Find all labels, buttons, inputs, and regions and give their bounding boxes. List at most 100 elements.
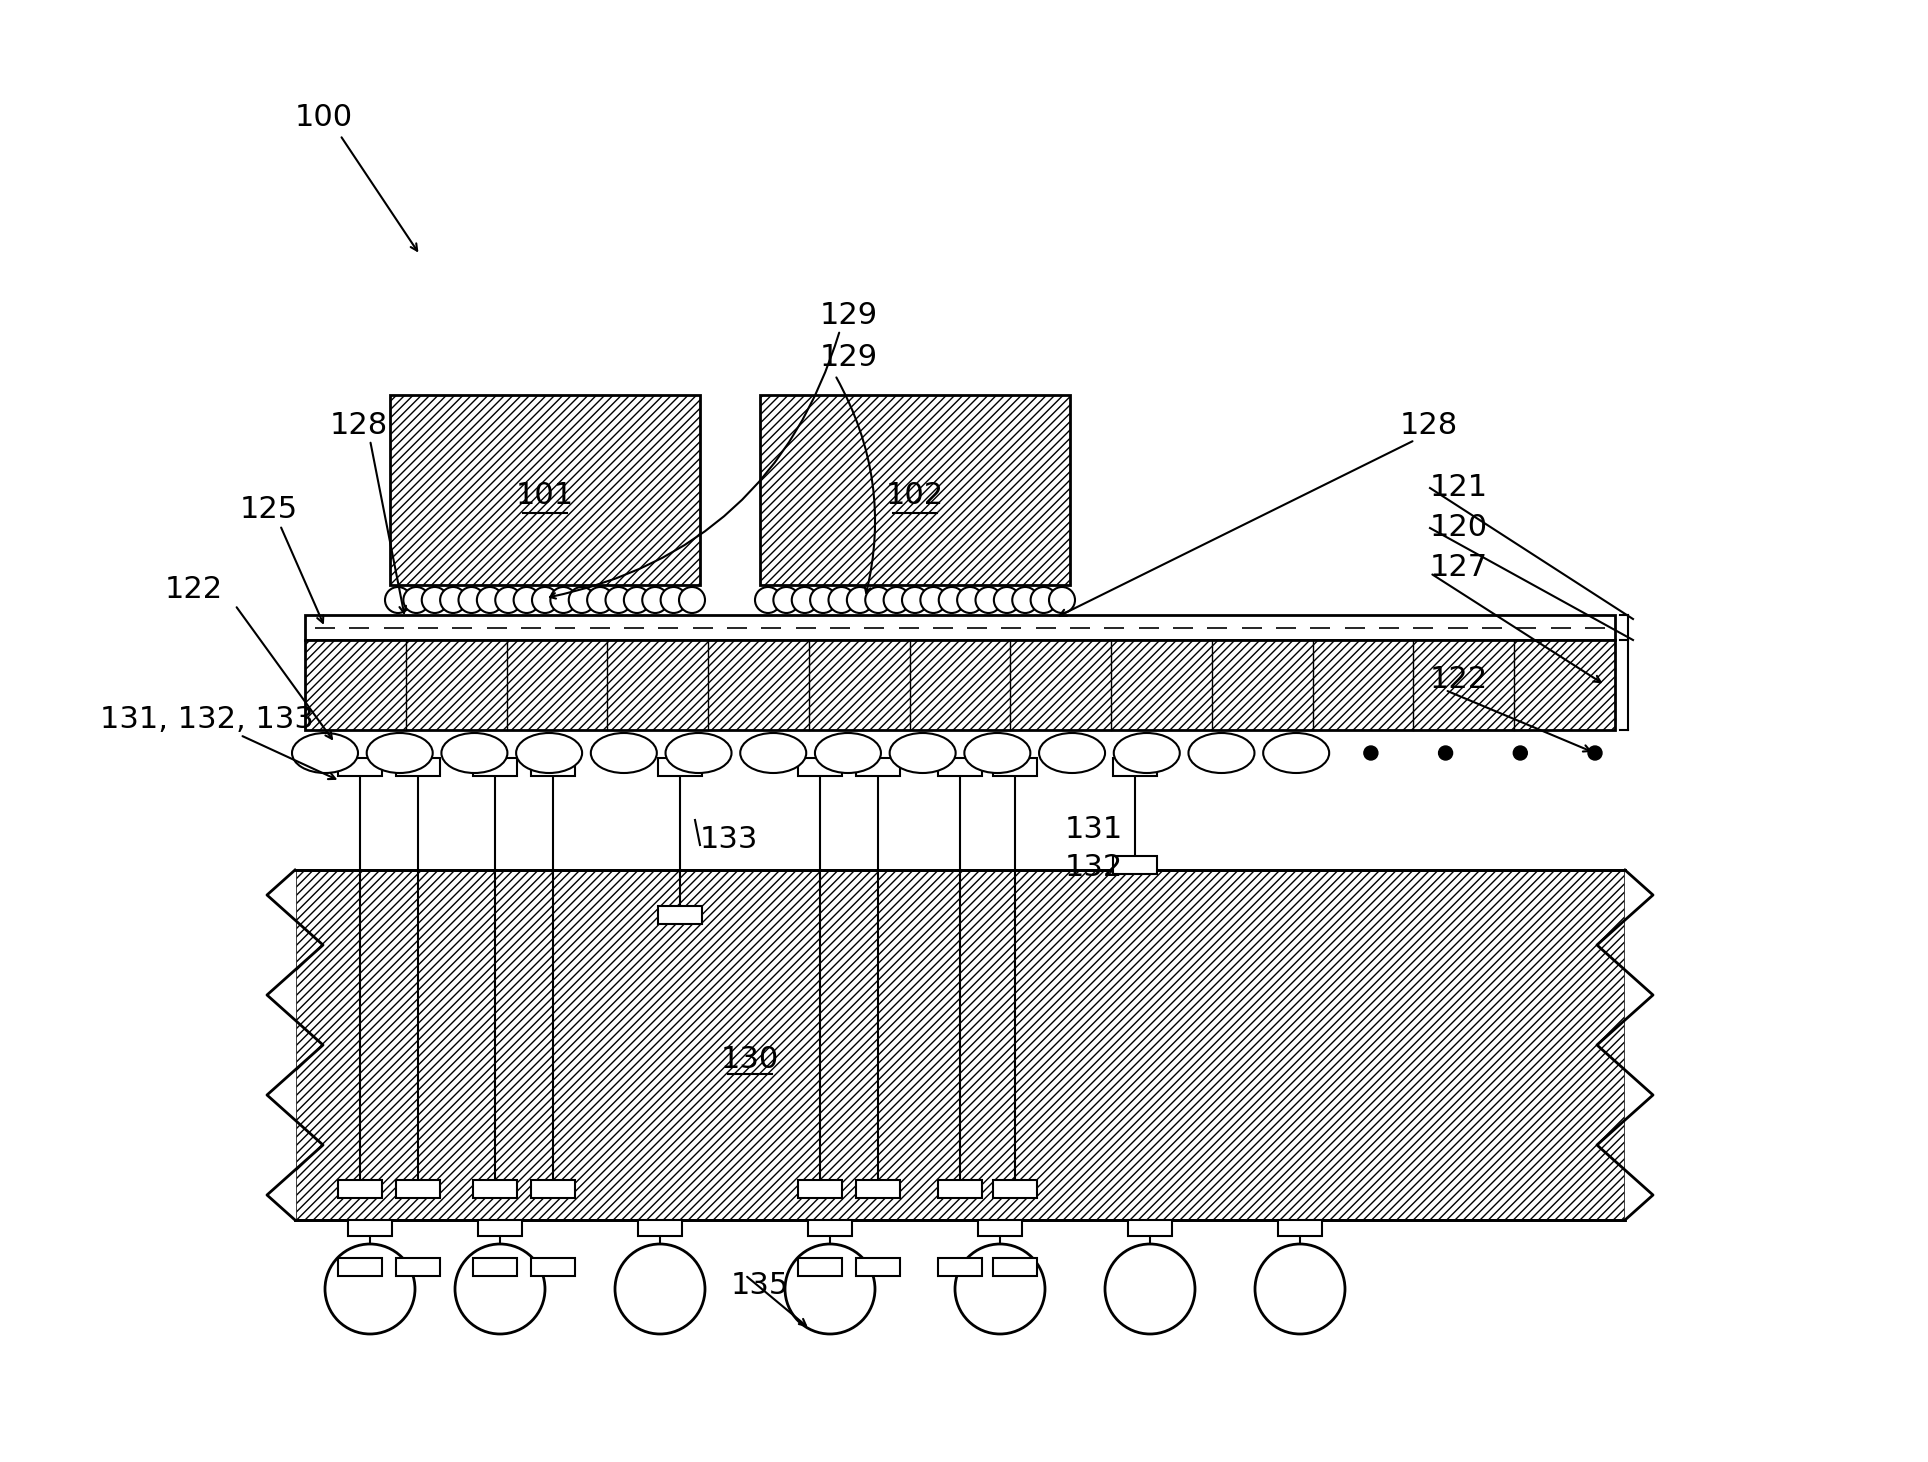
- Text: 128: 128: [1400, 411, 1458, 440]
- Bar: [395, 1180, 440, 1197]
- Circle shape: [495, 588, 521, 613]
- Bar: [395, 757, 440, 776]
- Text: 131, 132, 133: 131, 132, 133: [100, 706, 314, 734]
- Text: 130: 130: [721, 1045, 779, 1075]
- Bar: [305, 640, 1616, 730]
- Bar: [760, 395, 1070, 585]
- Bar: [939, 1180, 981, 1197]
- Bar: [798, 1180, 843, 1197]
- Text: 122: 122: [166, 576, 224, 604]
- Ellipse shape: [665, 732, 731, 773]
- Circle shape: [792, 588, 817, 613]
- Bar: [1112, 855, 1157, 874]
- Bar: [305, 616, 1616, 640]
- Circle shape: [422, 588, 447, 613]
- Text: 102: 102: [887, 481, 945, 509]
- Ellipse shape: [1188, 732, 1255, 773]
- Circle shape: [1363, 746, 1379, 760]
- Text: 133: 133: [700, 826, 758, 854]
- Circle shape: [954, 1244, 1045, 1333]
- Ellipse shape: [590, 732, 657, 773]
- Circle shape: [956, 588, 983, 613]
- Bar: [808, 1219, 852, 1235]
- Circle shape: [920, 588, 947, 613]
- Bar: [530, 1180, 575, 1197]
- Circle shape: [326, 1244, 415, 1333]
- Bar: [1128, 1219, 1172, 1235]
- Bar: [347, 1219, 391, 1235]
- Bar: [798, 757, 843, 776]
- Circle shape: [403, 588, 430, 613]
- Ellipse shape: [964, 732, 1030, 773]
- Bar: [472, 1257, 517, 1276]
- Circle shape: [773, 588, 800, 613]
- Bar: [856, 1257, 900, 1276]
- Bar: [977, 1219, 1022, 1235]
- Bar: [657, 906, 702, 924]
- Bar: [478, 1219, 522, 1235]
- Circle shape: [939, 588, 964, 613]
- Ellipse shape: [1114, 732, 1180, 773]
- Circle shape: [588, 588, 613, 613]
- Circle shape: [386, 588, 411, 613]
- Circle shape: [810, 588, 837, 613]
- Text: 121: 121: [1431, 474, 1488, 503]
- Circle shape: [440, 588, 467, 613]
- Circle shape: [866, 588, 891, 613]
- Bar: [389, 395, 700, 585]
- Ellipse shape: [740, 732, 806, 773]
- Bar: [760, 395, 1070, 585]
- Circle shape: [1513, 746, 1527, 760]
- Circle shape: [1438, 746, 1452, 760]
- Bar: [939, 1257, 981, 1276]
- Ellipse shape: [366, 732, 432, 773]
- Text: 128: 128: [330, 411, 388, 440]
- Text: 131: 131: [1064, 816, 1124, 845]
- Text: 120: 120: [1431, 513, 1488, 542]
- Circle shape: [615, 1244, 706, 1333]
- Ellipse shape: [1263, 732, 1328, 773]
- Circle shape: [829, 588, 854, 613]
- Circle shape: [846, 588, 873, 613]
- Text: 132: 132: [1064, 854, 1124, 883]
- Circle shape: [549, 588, 576, 613]
- Circle shape: [1105, 1244, 1195, 1333]
- Ellipse shape: [517, 732, 582, 773]
- Text: 135: 135: [731, 1270, 789, 1300]
- Text: 125: 125: [239, 496, 299, 525]
- Circle shape: [642, 588, 669, 613]
- Bar: [337, 757, 382, 776]
- Circle shape: [902, 588, 927, 613]
- Text: 129: 129: [819, 344, 877, 373]
- Bar: [638, 1219, 683, 1235]
- Circle shape: [1049, 588, 1076, 613]
- Circle shape: [459, 588, 484, 613]
- Text: 100: 100: [295, 104, 353, 133]
- Bar: [295, 870, 1625, 1219]
- Circle shape: [476, 588, 503, 613]
- Bar: [337, 1257, 382, 1276]
- Text: 127: 127: [1431, 554, 1488, 582]
- Ellipse shape: [442, 732, 507, 773]
- Bar: [856, 757, 900, 776]
- Circle shape: [605, 588, 632, 613]
- Circle shape: [625, 588, 650, 613]
- Bar: [472, 757, 517, 776]
- Polygon shape: [1625, 870, 1658, 1219]
- Bar: [993, 1180, 1037, 1197]
- Ellipse shape: [1039, 732, 1105, 773]
- Bar: [305, 640, 1616, 730]
- Circle shape: [976, 588, 1001, 613]
- Bar: [993, 757, 1037, 776]
- Bar: [389, 395, 700, 585]
- Bar: [939, 757, 981, 776]
- Bar: [530, 1257, 575, 1276]
- Circle shape: [1255, 1244, 1346, 1333]
- Bar: [530, 757, 575, 776]
- Circle shape: [1031, 588, 1057, 613]
- Bar: [1112, 757, 1157, 776]
- Circle shape: [661, 588, 686, 613]
- Circle shape: [513, 588, 540, 613]
- Circle shape: [569, 588, 594, 613]
- Bar: [1278, 1219, 1323, 1235]
